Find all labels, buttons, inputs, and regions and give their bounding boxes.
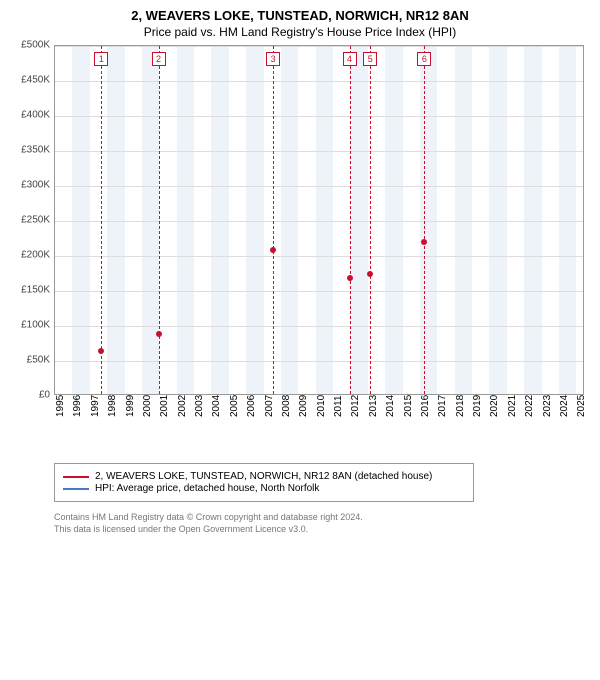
footer: Contains HM Land Registry data © Crown c… xyxy=(54,512,588,535)
x-tick-label: 2011 xyxy=(333,395,344,417)
legend-label: 2, WEAVERS LOKE, TUNSTEAD, NORWICH, NR12… xyxy=(95,471,432,482)
x-tick-label: 1995 xyxy=(55,395,66,417)
sale-marker-box: 1 xyxy=(94,52,108,66)
gridline xyxy=(55,151,583,152)
x-tick-label: 1996 xyxy=(72,395,83,417)
chart-area: 1995 1996 1997 1998 1999 2000 2001 2002 2003 2004… xyxy=(12,45,588,425)
y-tick-label: £500K xyxy=(21,40,50,51)
sale-marker-box: 2 xyxy=(152,52,166,66)
y-tick-label: £350K xyxy=(21,145,50,156)
y-tick-label: £50K xyxy=(27,355,50,366)
x-tick-label: 2003 xyxy=(194,395,205,417)
y-tick-label: £200K xyxy=(21,250,50,261)
gridline xyxy=(55,361,583,362)
legend-label: HPI: Average price, detached house, Nort… xyxy=(95,483,319,494)
sale-marker-line xyxy=(370,46,371,394)
x-tick-label: 2024 xyxy=(559,395,570,417)
sale-marker-line xyxy=(273,46,274,394)
x-tick-label: 2022 xyxy=(524,395,535,417)
sale-dot xyxy=(270,247,276,253)
x-tick-label: 2007 xyxy=(264,395,275,417)
gridline xyxy=(55,256,583,257)
x-tick-label: 2006 xyxy=(246,395,257,417)
x-tick-label: 2023 xyxy=(542,395,553,417)
chart-title: 2, WEAVERS LOKE, TUNSTEAD, NORWICH, NR12… xyxy=(12,8,588,23)
y-tick-label: £150K xyxy=(21,285,50,296)
gridline xyxy=(55,221,583,222)
legend-swatch xyxy=(63,488,89,490)
gridline xyxy=(55,81,583,82)
footer-line: Contains HM Land Registry data © Crown c… xyxy=(54,512,588,524)
x-tick-label: 1997 xyxy=(90,395,101,417)
sale-marker-box: 3 xyxy=(266,52,280,66)
x-tick-label: 2019 xyxy=(472,395,483,417)
sale-marker-line xyxy=(350,46,351,394)
x-tick-label: 2001 xyxy=(159,395,170,417)
sale-marker-line xyxy=(101,46,102,394)
sale-dot xyxy=(98,348,104,354)
x-tick-label: 2021 xyxy=(507,395,518,417)
x-tick-label: 2020 xyxy=(489,395,500,417)
sale-dot xyxy=(367,271,373,277)
x-tick-label: 2014 xyxy=(385,395,396,417)
legend: 2, WEAVERS LOKE, TUNSTEAD, NORWICH, NR12… xyxy=(54,463,474,502)
x-tick-label: 2013 xyxy=(368,395,379,417)
chart-subtitle: Price paid vs. HM Land Registry's House … xyxy=(12,25,588,39)
x-tick-label: 2010 xyxy=(316,395,327,417)
sale-marker-line xyxy=(159,46,160,394)
sale-dot xyxy=(347,275,353,281)
gridline xyxy=(55,116,583,117)
x-tick-label: 2005 xyxy=(229,395,240,417)
gridline xyxy=(55,291,583,292)
gridline xyxy=(55,186,583,187)
gridline xyxy=(55,326,583,327)
x-tick-label: 2008 xyxy=(281,395,292,417)
x-tick-label: 2017 xyxy=(437,395,448,417)
x-tick-label: 2009 xyxy=(298,395,309,417)
x-tick-label: 2018 xyxy=(455,395,466,417)
sale-marker-box: 5 xyxy=(363,52,377,66)
chart-container: 2, WEAVERS LOKE, TUNSTEAD, NORWICH, NR12… xyxy=(0,0,600,543)
plot-region: 1995199619971998199920002001200220032004… xyxy=(54,45,584,395)
sale-dot xyxy=(156,331,162,337)
y-tick-label: £0 xyxy=(39,390,50,401)
x-tick-label: 2002 xyxy=(177,395,188,417)
x-tick-label: 2025 xyxy=(576,395,587,417)
legend-swatch xyxy=(63,476,89,478)
gridline xyxy=(55,46,583,47)
x-tick-label: 2012 xyxy=(350,395,361,417)
sale-marker-box: 6 xyxy=(417,52,431,66)
footer-line: This data is licensed under the Open Gov… xyxy=(54,524,588,536)
sale-marker-line xyxy=(424,46,425,394)
y-tick-label: £100K xyxy=(21,320,50,331)
x-tick-label: 1999 xyxy=(125,395,136,417)
x-tick-label: 2004 xyxy=(211,395,222,417)
y-tick-label: £450K xyxy=(21,75,50,86)
x-tick-label: 1998 xyxy=(107,395,118,417)
sale-dot xyxy=(421,239,427,245)
y-tick-label: £400K xyxy=(21,110,50,121)
title-block: 2, WEAVERS LOKE, TUNSTEAD, NORWICH, NR12… xyxy=(12,8,588,39)
y-tick-label: £300K xyxy=(21,180,50,191)
legend-row: HPI: Average price, detached house, Nort… xyxy=(63,483,465,494)
legend-row: 2, WEAVERS LOKE, TUNSTEAD, NORWICH, NR12… xyxy=(63,471,465,482)
sale-marker-box: 4 xyxy=(343,52,357,66)
x-tick-label: 2000 xyxy=(142,395,153,417)
x-tick-label: 2015 xyxy=(403,395,414,417)
x-tick-label: 2016 xyxy=(420,395,431,417)
y-tick-label: £250K xyxy=(21,215,50,226)
